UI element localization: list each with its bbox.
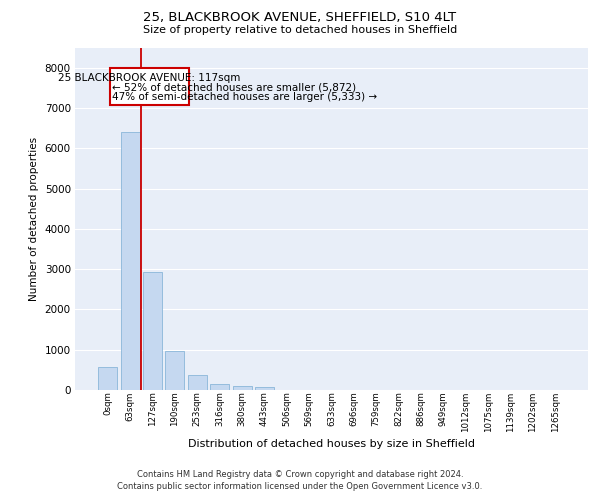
X-axis label: Distribution of detached houses by size in Sheffield: Distribution of detached houses by size …	[188, 438, 475, 448]
Text: 47% of semi-detached houses are larger (5,333) →: 47% of semi-detached houses are larger (…	[112, 92, 377, 102]
Text: Contains HM Land Registry data © Crown copyright and database right 2024.
Contai: Contains HM Land Registry data © Crown c…	[118, 470, 482, 491]
Bar	[166, 350, 184, 390]
Bar	[233, 386, 251, 390]
Bar	[255, 387, 274, 390]
Text: 25, BLACKBROOK AVENUE, SHEFFIELD, S10 4LT: 25, BLACKBROOK AVENUE, SHEFFIELD, S10 4L…	[143, 11, 457, 24]
Text: ← 52% of detached houses are smaller (5,872): ← 52% of detached houses are smaller (5,…	[112, 83, 356, 93]
Text: Size of property relative to detached houses in Sheffield: Size of property relative to detached ho…	[143, 25, 457, 35]
Y-axis label: Number of detached properties: Number of detached properties	[29, 136, 39, 301]
Bar	[98, 366, 118, 390]
Bar	[143, 272, 162, 390]
Bar	[121, 132, 140, 390]
Bar	[210, 384, 229, 390]
FancyBboxPatch shape	[110, 68, 189, 104]
Text: 25 BLACKBROOK AVENUE: 117sqm: 25 BLACKBROOK AVENUE: 117sqm	[58, 74, 241, 84]
Bar	[188, 376, 207, 390]
